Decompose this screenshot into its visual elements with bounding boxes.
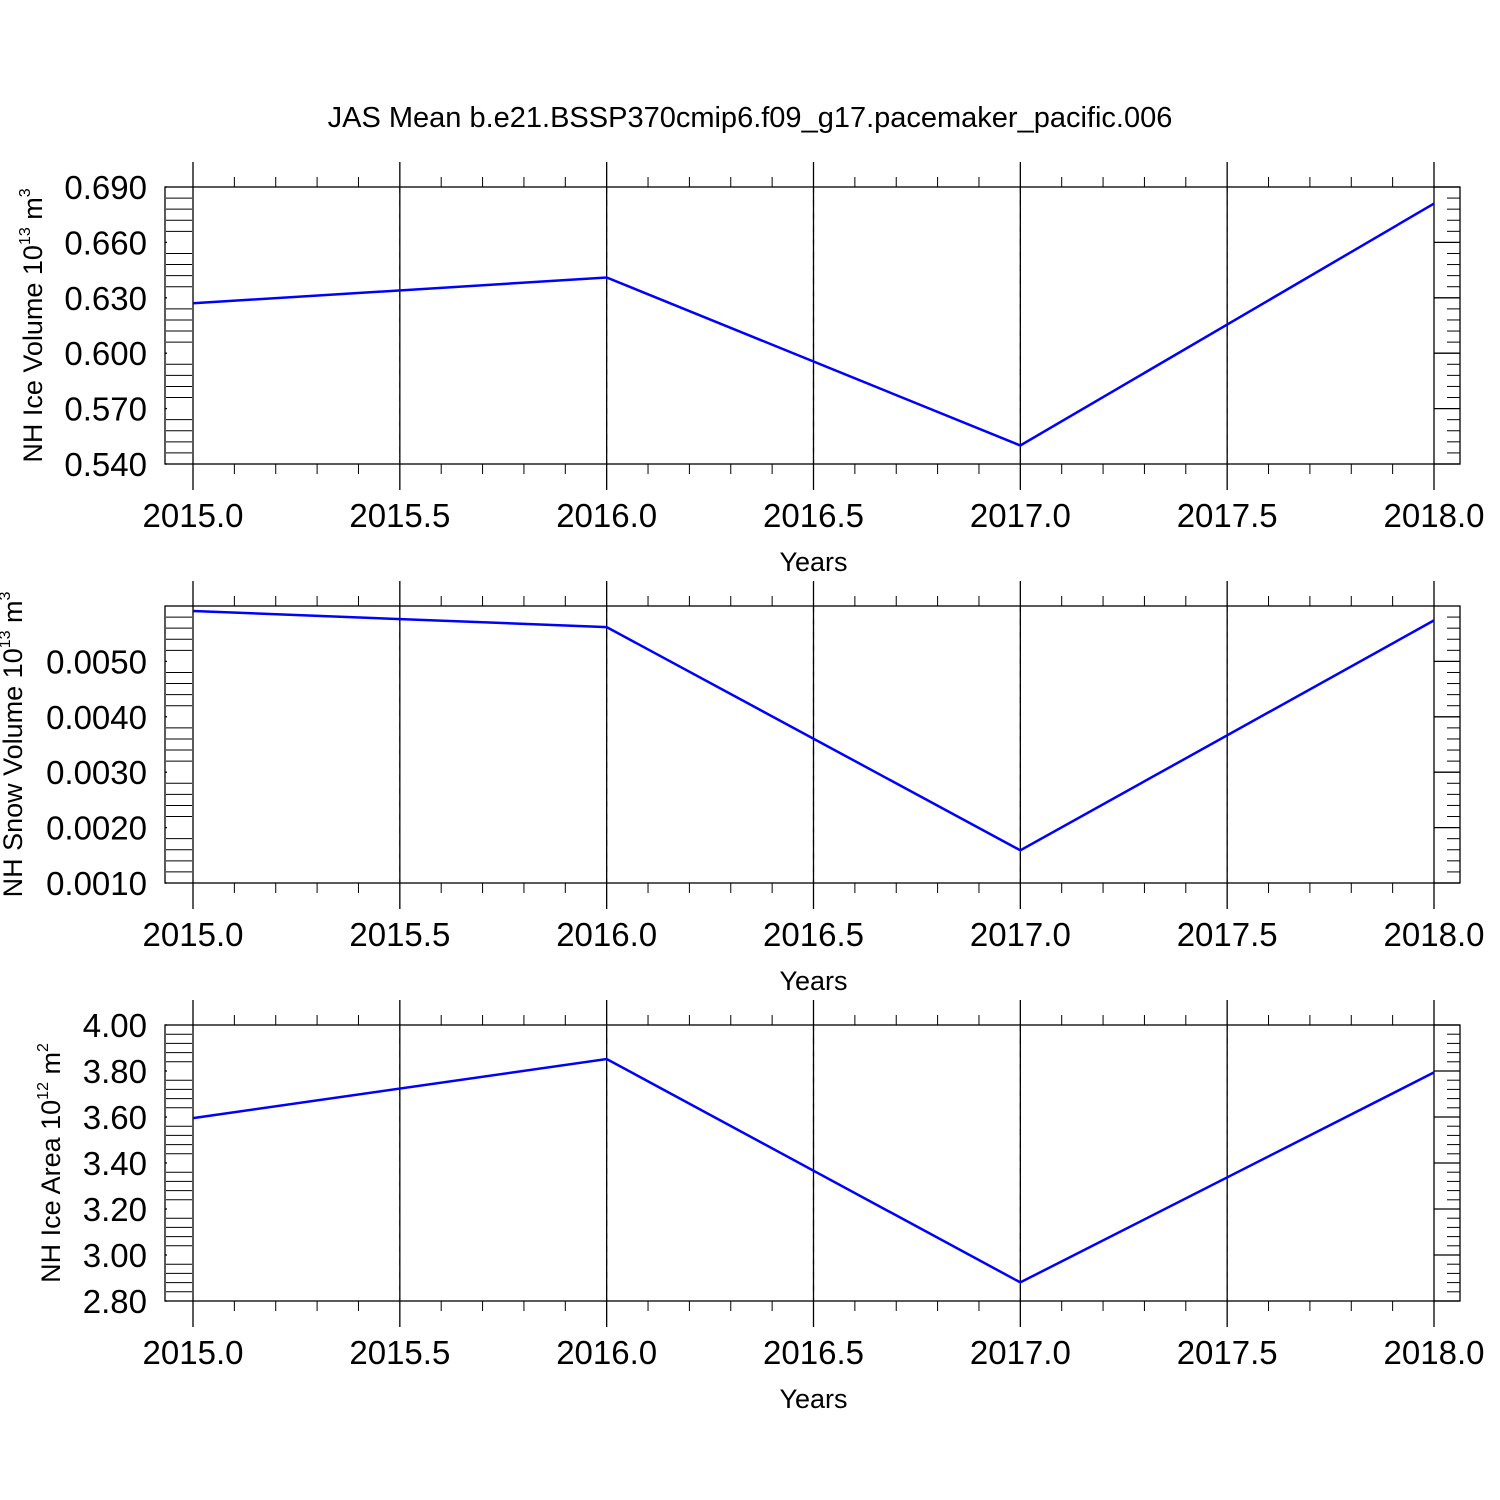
x-tick-label: 2017.5 xyxy=(1177,916,1278,953)
y-tick-label: 3.80 xyxy=(83,1053,147,1090)
x-tick-label: 2018.0 xyxy=(1384,497,1485,534)
x-tick-label: 2015.0 xyxy=(143,497,244,534)
y-tick-label: 0.540 xyxy=(64,446,147,483)
x-tick-label: 2017.5 xyxy=(1177,497,1278,534)
y-tick-label: 0.0040 xyxy=(46,699,147,736)
series-line xyxy=(192,202,1435,447)
chart-panel: 2015.0 2015.5 2016.0 2016.5 2017.0 2017.5 2018… xyxy=(17,162,1484,577)
y-tick-label: 0.0050 xyxy=(46,643,147,680)
y-tick-label: 3.20 xyxy=(83,1191,147,1228)
y-tick-label: 4.00 xyxy=(83,1007,147,1044)
x-tick-label: 2015.0 xyxy=(143,1334,244,1371)
x-tick-label: 2016.5 xyxy=(763,497,864,534)
x-tick-label: 2017.0 xyxy=(970,916,1071,953)
y-tick-label: 3.40 xyxy=(83,1145,147,1182)
y-tick-label: 3.60 xyxy=(83,1099,147,1136)
chart-panel: 2015.0 2015.5 2016.0 2016.5 2017.0 2017.5 2018… xyxy=(0,581,1484,996)
x-tick-label: 2016.0 xyxy=(556,916,657,953)
y-axis-title: NH Ice Volume 1013 m3 xyxy=(17,188,48,462)
y-axis-title: NH Snow Volume 1013 m3 xyxy=(0,591,28,897)
x-tick-label: 2016.5 xyxy=(763,916,864,953)
panels: 2015.0 2015.5 2016.0 2016.5 2017.0 2017.5 2018… xyxy=(0,162,1484,1414)
y-tick-label: 0.0030 xyxy=(46,754,147,791)
x-tick-label: 2018.0 xyxy=(1384,916,1485,953)
x-tick-label: 2017.5 xyxy=(1177,1334,1278,1371)
x-axis-title: Years xyxy=(779,547,847,577)
x-tick-label: 2018.0 xyxy=(1384,1334,1485,1371)
x-axis-title: Years xyxy=(779,1384,847,1414)
y-tick-label: 0.600 xyxy=(64,335,147,372)
y-axis-title: NH Ice Area 1012 m2 xyxy=(35,1043,66,1283)
x-tick-label: 2017.0 xyxy=(970,1334,1071,1371)
y-tick-label: 2.80 xyxy=(83,1283,147,1320)
series-line xyxy=(192,1057,1435,1284)
plot-frame xyxy=(164,1024,1461,1302)
x-axis-title: Years xyxy=(779,966,847,996)
y-tick-label: 0.630 xyxy=(64,280,147,317)
chart-panel: 2015.0 2015.5 2016.0 2016.5 2017.0 2017.5 2018… xyxy=(35,1000,1484,1414)
y-tick-label: 0.690 xyxy=(64,169,147,206)
figure-title: JAS Mean b.e21.BSSP370cmip6.f09_g17.pace… xyxy=(328,102,1173,134)
x-tick-label: 2016.5 xyxy=(763,1334,864,1371)
x-tick-label: 2016.0 xyxy=(556,497,657,534)
y-tick-label: 0.570 xyxy=(64,391,147,428)
x-tick-label: 2017.0 xyxy=(970,497,1071,534)
x-tick-label: 2015.5 xyxy=(349,497,450,534)
x-tick-label: 2016.0 xyxy=(556,1334,657,1371)
plot-frame xyxy=(164,605,1461,884)
series-line xyxy=(192,609,1435,852)
plot-frame xyxy=(164,186,1461,465)
y-tick-label: 0.660 xyxy=(64,224,147,261)
x-tick-label: 2015.5 xyxy=(349,916,450,953)
y-tick-label: 0.0020 xyxy=(46,810,147,847)
y-tick-label: 3.00 xyxy=(83,1237,147,1274)
x-tick-label: 2015.0 xyxy=(143,916,244,953)
y-tick-label: 0.0010 xyxy=(46,865,147,902)
x-tick-label: 2015.5 xyxy=(349,1334,450,1371)
